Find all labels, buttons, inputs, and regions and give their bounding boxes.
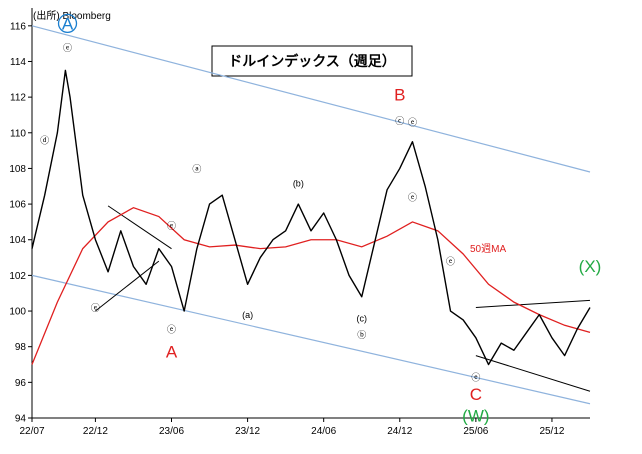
channel-lines [31,25,591,405]
sub-wave-label: ⓔ [167,221,176,231]
wave-label-circle [57,13,78,34]
y-tick-label: 108 [9,164,26,175]
channel-lower-line [31,274,591,405]
wave-label: A [166,342,178,361]
chart-title-box: ドルインデックス（週足） [211,45,413,77]
triangle-line [475,355,591,392]
sub-wave-label: ⓔ [408,118,417,128]
x-tick-label: 23/06 [159,426,184,437]
y-tick-label: 102 [9,271,26,282]
x-tick-label: 22/12 [83,426,108,437]
ma-label: 50週MA [470,243,506,255]
x-axis: 22/07 22/12 23/06 23/12 24/06 24/12 25/06 25/12 [19,417,590,437]
x-tick-label: 24/12 [387,426,412,437]
x-tick-label: 24/06 [311,426,336,437]
sub-wave-label: (c) [356,314,367,324]
x-tick-label: 22/07 [19,426,44,437]
triangle-line [95,260,160,312]
sub-wave-label: ⓑ [357,330,366,340]
y-tick-label: 98 [15,342,27,353]
wave-label: (W) [462,407,489,426]
sub-wave-label: ⓔ [63,43,72,53]
price-line-group [31,69,591,366]
y-tick-label: 106 [9,200,26,211]
ma-line [31,206,591,365]
x-tick-label: 25/12 [539,426,564,437]
sub-wave-label: (b) [293,178,304,188]
triangle-lines [95,205,591,392]
y-tick-label: 112 [10,93,26,104]
sub-wave-label: ⓐ [192,164,201,174]
channel-upper-line [31,25,591,173]
y-tick-label: 116 [10,21,26,32]
price-line [31,69,591,366]
sub-wave-label: (a) [242,310,253,320]
wave-label: A [62,14,74,33]
ma-line-group [31,206,591,365]
y-tick-label: 100 [9,307,26,318]
sub-wave-label: ⓓ [40,135,49,145]
wave-label: (X) [579,257,602,276]
x-tick-label: 25/06 [463,426,488,437]
wave-label: C [470,385,482,404]
sub-wave-label: ⓔ [408,193,417,203]
triangle-line [107,205,172,250]
sub-wave-label: ⓔ [471,373,480,383]
sub-wave-label: ⓔ [91,303,100,313]
y-tick-label: 94 [15,414,27,425]
chart-title: ドルインデックス（週足） [228,53,396,69]
y-tick-label: 110 [10,128,26,139]
y-tick-label: 114 [10,57,26,68]
sub-wave-label: ⓒ [395,116,404,126]
x-tick-label: 23/12 [235,426,260,437]
sub-wave-label: ⓔ [167,324,176,334]
triangle-line [475,299,591,308]
y-tick-label: 96 [15,378,27,389]
sub-wave-label: ⓔ [446,257,455,267]
y-axis: 94 96 98 100 102 104 106 108 110 112 114 116 [9,8,33,425]
wave-label: B [394,86,405,105]
wave-labels: A A B C (W) (X) ⓐ ⓑ ⓒ (b) (a) (c) ⓔ ⓓ ⓔ ⓔ ⓔ ⓔ ⓔ ⓔ ⓔ [40,13,602,426]
y-tick-label: 104 [9,235,26,246]
